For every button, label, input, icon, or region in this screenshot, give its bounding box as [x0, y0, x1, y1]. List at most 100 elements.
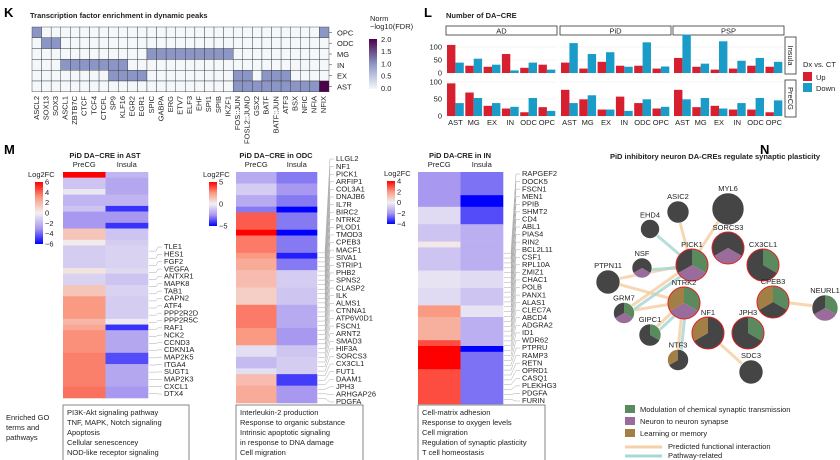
m-column-label: Insula	[117, 160, 138, 169]
m-heatmap-cell	[460, 172, 504, 196]
l-bar-down	[528, 97, 537, 116]
k-heatmap-cell	[127, 80, 138, 93]
k-heatmap-cell	[50, 26, 61, 39]
m-gene-connector	[149, 357, 162, 359]
k-heatmap-cell	[261, 69, 272, 82]
m-heatmap-cell	[105, 285, 149, 297]
m-gene-connector	[318, 234, 334, 299]
l-bar-down	[510, 106, 519, 116]
k-heatmap-cell	[232, 69, 243, 82]
m-gene-label: RAPGEF2	[522, 169, 557, 178]
l-bar-up	[652, 108, 661, 116]
l-bar-down	[755, 57, 764, 73]
m-gene-connector	[504, 256, 520, 308]
l-bar-down	[587, 54, 597, 73]
k-heatmap-cell	[41, 69, 52, 82]
m-heatmap-cell	[418, 305, 461, 318]
k-heatmap-cell	[127, 69, 138, 82]
l-bar-up	[483, 66, 492, 73]
k-heatmap-cell	[261, 59, 272, 71]
m-gene-label: VEGFA	[164, 264, 189, 273]
m-go-box	[235, 404, 364, 460]
m-gene-label: FSCN1	[336, 321, 361, 330]
k-column-label: NFIX	[319, 96, 328, 113]
m-heatmap-cell	[460, 247, 504, 271]
k-heatmap-cell	[194, 69, 205, 82]
m-heatmap-cell	[105, 386, 149, 399]
m-gene-label: PTPRU	[522, 343, 547, 352]
l-bar-up	[634, 103, 643, 116]
m-gene-connector	[504, 196, 520, 269]
m-gene-label: TMOD3	[336, 230, 362, 239]
l-bar-up	[747, 109, 756, 116]
k-heatmap-cell	[108, 37, 119, 49]
m-gene-label: RPL10A	[522, 260, 550, 269]
m-heatmap-cell	[63, 177, 106, 190]
l-bar-up	[674, 57, 683, 73]
m-gene-label: ILK	[336, 291, 347, 300]
l-bar-up	[538, 64, 547, 73]
k-heatmap-cell	[271, 37, 282, 49]
k-heatmap-cell	[319, 26, 330, 39]
m-gene-label: CPEB3	[336, 238, 361, 247]
l-bar-down	[528, 62, 537, 73]
l-bar-up	[710, 105, 719, 116]
m-heatmap-cell	[276, 270, 318, 288]
k-heatmap-cell	[309, 80, 320, 93]
k-heatmap-cell	[204, 48, 215, 60]
m-gene-label: PICK1	[336, 169, 358, 178]
n-node-label: SORCS3	[713, 223, 744, 232]
m-gene-connector	[504, 294, 520, 332]
k-column-label: EGR2	[128, 96, 137, 116]
m-gene-connector	[149, 298, 162, 302]
l-facet-strip	[672, 25, 785, 36]
m-heatmap-cell	[236, 195, 277, 207]
n-node-label: ASIC2	[667, 192, 689, 201]
k-heatmap-cell	[89, 48, 100, 60]
m-gene-label: CLASP2	[336, 283, 365, 292]
l-x-tick: MG	[582, 118, 594, 127]
n-node-pie-dark	[812, 295, 825, 315]
m-heatmap-cell	[418, 206, 461, 225]
l-row-strip	[784, 79, 797, 118]
m-gene-label: ZMIZ1	[522, 268, 544, 277]
m-gene-label: ARFIP1	[336, 177, 362, 186]
m-gene-connector	[504, 181, 520, 259]
m-colorbar-tick: 2	[45, 198, 49, 207]
m-gene-connector	[318, 398, 334, 403]
k-heatmap-cell	[242, 69, 253, 82]
k-column-label: BATF	[262, 96, 271, 115]
m-gene-label: DTX4	[164, 389, 183, 398]
m-gene-label: FUT1	[336, 367, 355, 376]
k-heatmap-cell	[252, 80, 263, 93]
m-heatmap-cell	[105, 177, 149, 190]
m-gene-connector	[318, 219, 334, 290]
k-heatmap-cell	[223, 26, 234, 39]
m-gene-connector	[318, 204, 334, 281]
k-row-label: EX	[337, 72, 347, 81]
k-row-label: AST	[337, 82, 352, 91]
l-x-tick: IN	[734, 118, 742, 127]
m-go-term: Response to organic substance	[240, 418, 345, 427]
k-heatmap-cell	[319, 59, 330, 71]
m-gene-label: COL3A1	[336, 185, 365, 194]
m-heatmap-cell	[460, 270, 504, 289]
m-gene-connector	[318, 173, 334, 263]
n-node-outline	[675, 248, 709, 282]
n-node-outline	[595, 269, 621, 295]
m-gene-label: NF1	[336, 162, 350, 171]
n-node-label: NEURL1	[810, 286, 840, 295]
l-x-tick: IN	[507, 118, 515, 127]
m-gene-label: CHAC1	[522, 275, 547, 284]
k-heatmap-cell	[60, 26, 71, 39]
k-heatmap-cell	[31, 59, 42, 71]
m-heatmap-cell	[418, 195, 461, 208]
m-gene-connector	[504, 173, 520, 254]
m-go-term: Cell migration	[240, 448, 286, 457]
l-facet-strip	[445, 25, 558, 36]
l-bar-down	[569, 43, 578, 73]
l-row-strip	[784, 36, 797, 75]
m-gene-label: MEN1	[522, 192, 543, 201]
k-heatmap-cell	[290, 48, 301, 60]
m-gene-connector	[318, 280, 334, 326]
